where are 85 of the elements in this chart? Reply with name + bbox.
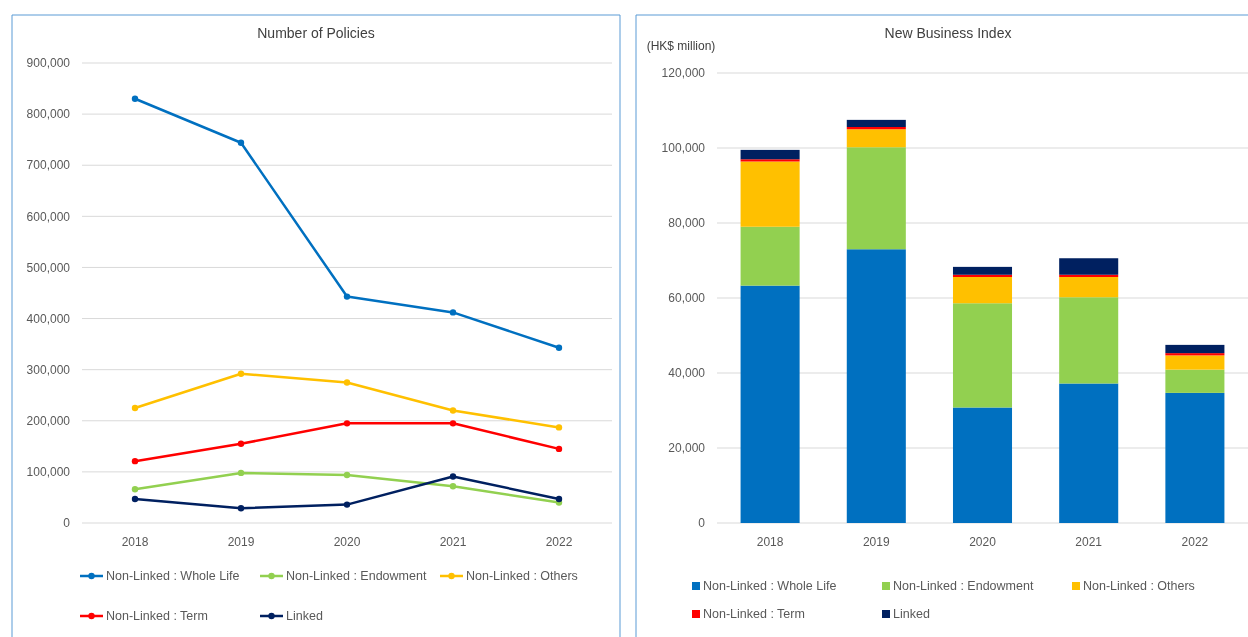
bar (952, 303, 1013, 408)
legend-label: Non-Linked : Term (106, 609, 208, 624)
bar (1165, 355, 1225, 370)
y-tick-label: 60,000 (668, 291, 706, 306)
bar (740, 161, 800, 227)
y-tick-label: 80,000 (668, 216, 706, 231)
point (449, 473, 457, 480)
point (343, 420, 351, 427)
y-tick-label: 500,000 (26, 260, 71, 275)
y-tick-label: 100,000 (661, 141, 706, 156)
bar (740, 285, 800, 523)
bar (1059, 297, 1119, 384)
y-tick-label: 600,000 (26, 209, 71, 224)
bar (952, 407, 1013, 523)
point (555, 445, 563, 453)
point (343, 471, 351, 479)
legend-label: Linked (286, 609, 323, 624)
point (449, 309, 457, 316)
y-tick-label: 400,000 (26, 311, 71, 326)
x-tick-label: 2019 (862, 535, 890, 549)
x-tick-label: 2021 (1075, 535, 1103, 549)
legend-label: Non-Linked : Others (466, 569, 578, 584)
y-tick-label: 120,000 (661, 66, 706, 81)
bar (952, 266, 1013, 275)
x-tick-label: 2022 (1181, 535, 1209, 549)
point (555, 424, 563, 431)
y-tick-label: 800,000 (26, 107, 71, 122)
y-tick-label: 700,000 (26, 158, 71, 173)
point (237, 440, 245, 447)
x-tick-label: 2022 (545, 535, 573, 549)
legend-label: Linked (893, 607, 930, 622)
x-tick-label: 2019 (227, 535, 255, 549)
bar (1165, 369, 1225, 393)
x-tick-label: 2018 (121, 535, 149, 549)
point (449, 407, 457, 414)
x-tick-label: 2020 (969, 535, 997, 549)
bar (846, 119, 906, 127)
point (449, 483, 457, 490)
y-axis-title: (HK$ million) (646, 39, 716, 53)
point (237, 370, 245, 377)
bar (740, 149, 800, 160)
bar (1059, 258, 1119, 275)
legend-label: Non-Linked : Term (703, 607, 805, 622)
bar (1165, 392, 1225, 523)
point (131, 404, 139, 412)
bar (740, 226, 800, 286)
point (555, 495, 563, 503)
y-tick-label: 40,000 (668, 366, 706, 381)
bar (846, 147, 906, 250)
legend-label: Non-Linked : Endowment (893, 579, 1034, 594)
y-tick-label: 0 (698, 516, 706, 531)
point (131, 486, 139, 493)
point (237, 469, 245, 477)
point (131, 457, 139, 465)
point (131, 95, 139, 102)
bar (952, 277, 1013, 304)
y-tick-label: 100,000 (26, 465, 71, 480)
y-tick-label: 20,000 (668, 441, 706, 456)
point (343, 293, 351, 300)
point (343, 379, 351, 386)
legend-label: Non-Linked : Others (1083, 579, 1195, 594)
x-tick-label: 2018 (756, 535, 784, 549)
bar (846, 129, 906, 148)
bar (1059, 383, 1119, 523)
chart-title: Number of Policies (257, 25, 375, 41)
legend-label: Non-Linked : Whole Life (106, 569, 240, 584)
bar (1059, 277, 1119, 298)
y-tick-label: 300,000 (26, 362, 71, 377)
chart-title: New Business Index (884, 25, 1012, 41)
point (237, 504, 245, 512)
y-tick-label: 200,000 (26, 413, 71, 428)
bar (740, 159, 800, 162)
x-tick-label: 2021 (439, 535, 467, 549)
point (343, 501, 351, 508)
point (237, 139, 245, 146)
legend-label: Non-Linked : Whole Life (703, 579, 837, 594)
y-tick-label: 900,000 (26, 56, 71, 71)
point (449, 420, 457, 427)
x-tick-label: 2020 (333, 535, 361, 549)
legend-label: Non-Linked : Endowment (286, 569, 427, 584)
bar (846, 249, 906, 523)
bar (1165, 344, 1225, 354)
point (131, 495, 139, 503)
point (555, 344, 563, 351)
y-tick-label: 0 (63, 516, 71, 531)
